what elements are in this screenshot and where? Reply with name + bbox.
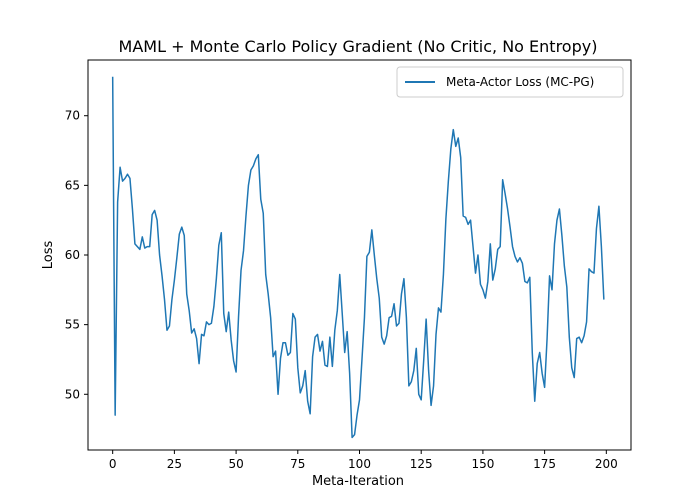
y-tick-label: 65 [65,178,80,192]
x-tick-label: 100 [348,457,371,471]
x-tick-label: 25 [167,457,182,471]
x-tick-label: 0 [109,457,117,471]
x-tick-label: 75 [290,457,305,471]
y-tick-label: 70 [65,109,80,123]
x-tick-label: 150 [471,457,494,471]
plot-area: 0 25 50 75 100 125 150 175 200 50 55 60 65 70 [65,59,632,471]
y-tick-label: 50 [65,387,80,401]
x-tick-label: 125 [410,457,433,471]
x-tick-label: 200 [595,457,618,471]
x-tick-label: 175 [533,457,556,471]
series-line [111,76,605,439]
legend-label: Meta-Actor Loss (MC-PG) [446,75,594,89]
y-axis-ticks: 50 55 60 65 70 [65,109,88,401]
x-tick-label: 50 [228,457,243,471]
y-tick-label: 60 [65,248,80,262]
legend: Meta-Actor Loss (MC-PG) [396,66,624,98]
chart-title: MAML + Monte Carlo Policy Gradient (No C… [119,37,598,56]
legend-box [396,66,624,98]
x-axis-label: Meta-Iteration [312,474,404,489]
series-layer [111,76,605,439]
y-tick-label: 55 [65,318,80,332]
y-axis-label: Loss [41,241,56,270]
x-axis-ticks: 0 25 50 75 100 125 150 175 200 [109,450,618,471]
